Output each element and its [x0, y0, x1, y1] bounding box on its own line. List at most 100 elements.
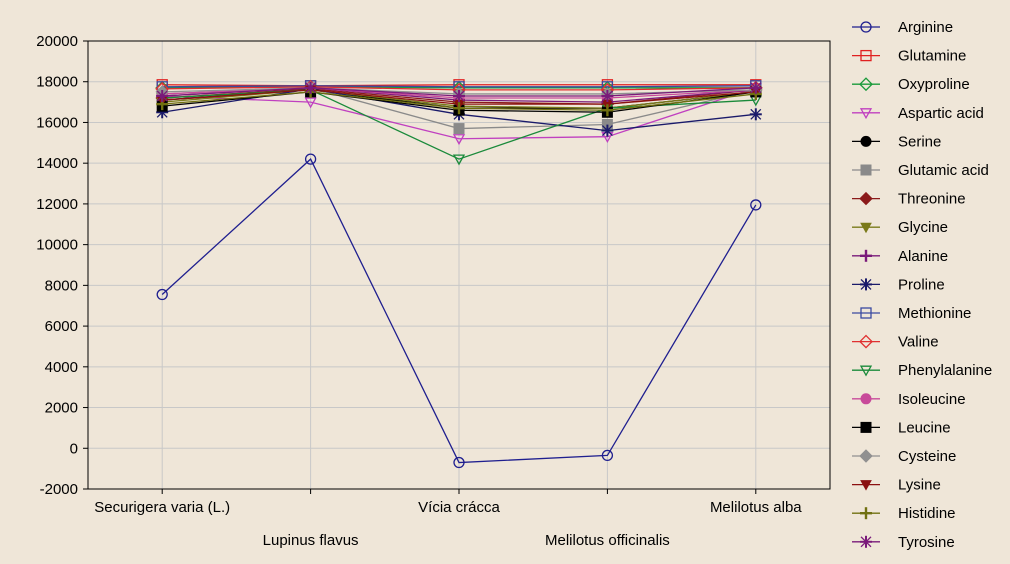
data-point: [453, 102, 465, 115]
y-tick-label: 18000: [36, 74, 78, 91]
data-point: [860, 421, 872, 433]
legend-label: Isoleucine: [898, 391, 966, 408]
data-point: [859, 191, 873, 206]
series-histidine: [156, 85, 762, 117]
legend-item: Leucine: [852, 419, 951, 436]
legend: Arginine Glutamine Oxyproline Aspartic acid…: [852, 19, 992, 551]
data-point: [860, 21, 872, 33]
legend-label: Methionine: [898, 305, 971, 322]
legend-label: Glycine: [898, 219, 948, 236]
legend-item: Valine: [852, 334, 939, 351]
series-group: [155, 79, 763, 469]
data-point: [860, 49, 872, 62]
data-point: [860, 393, 872, 405]
data-point: [304, 81, 317, 94]
legend-item: Arginine: [852, 19, 953, 36]
series-arginine: [156, 153, 762, 469]
legend-label: Proline: [898, 276, 945, 293]
legend-label: Oxyproline: [898, 76, 970, 93]
x-tick-label: Vícia crácca: [418, 499, 500, 516]
y-tick-label: 6000: [45, 318, 78, 335]
legend-item: Tyrosine: [852, 534, 955, 551]
data-point: [860, 249, 872, 262]
x-tick-label: Lupinus flavus: [263, 532, 359, 549]
legend-label: Phenylalanine: [898, 362, 992, 379]
legend-item: Aspartic acid: [852, 105, 984, 122]
legend-label: Tyrosine: [898, 534, 955, 551]
legend-item: Phenylalanine: [852, 362, 992, 379]
data-point: [859, 108, 873, 120]
legend-label: Threonine: [898, 191, 966, 208]
y-tick-label: 10000: [36, 237, 78, 254]
data-point: [860, 164, 872, 176]
y-tick-label: 2000: [45, 400, 78, 417]
legend-label: Leucine: [898, 419, 951, 436]
y-tick-label: 20000: [36, 33, 78, 50]
data-point: [859, 77, 873, 92]
data-point: [156, 89, 169, 102]
data-point: [860, 135, 872, 147]
legend-label: Alanine: [898, 248, 948, 265]
series-line: [162, 87, 757, 140]
data-point: [859, 365, 873, 377]
data-point: [601, 124, 614, 137]
legend-item: Lysine: [852, 477, 941, 494]
data-point: [860, 222, 872, 234]
data-point: [452, 154, 466, 166]
data-point: [452, 134, 466, 146]
legend-item: Isoleucine: [852, 391, 966, 408]
y-tick-label: 0: [70, 440, 78, 457]
legend-label: Cysteine: [898, 448, 956, 465]
legend-item: Glycine: [852, 219, 948, 236]
legend-label: Lysine: [898, 477, 941, 494]
legend-item: Histidine: [852, 505, 956, 522]
axes: 2000018000160001400012000100008000600040…: [36, 33, 802, 549]
data-point: [749, 108, 762, 121]
y-tick-label: 4000: [45, 359, 78, 376]
series-line: [161, 158, 757, 464]
data-point: [860, 507, 872, 520]
legend-label: Glutamine: [898, 48, 966, 65]
legend-label: Valine: [898, 334, 939, 351]
y-tick-label: -2000: [40, 481, 78, 498]
y-tick-label: 16000: [36, 114, 78, 131]
data-point: [601, 449, 614, 462]
data-point: [860, 278, 872, 291]
data-point: [453, 123, 465, 135]
legend-label: Serine: [898, 133, 941, 150]
legend-label: Glutamic acid: [898, 162, 989, 179]
data-point: [749, 81, 762, 94]
data-point: [601, 89, 614, 102]
legend-label: Histidine: [898, 505, 956, 522]
data-point: [453, 89, 465, 102]
legend-label: Arginine: [898, 19, 953, 36]
data-point: [859, 449, 873, 463]
y-tick-label: 8000: [45, 277, 78, 294]
legend-item: Cysteine: [852, 448, 956, 465]
data-point: [750, 199, 762, 211]
legend-item: Oxyproline: [852, 76, 970, 93]
data-point: [453, 456, 465, 469]
series-tyrosine: [156, 81, 762, 102]
data-point: [601, 104, 614, 117]
legend-item: Alanine: [852, 248, 948, 265]
legend-item: Threonine: [852, 191, 966, 208]
y-tick-label: 12000: [36, 196, 78, 213]
data-point: [860, 535, 872, 548]
legend-item: Glutamine: [852, 48, 966, 65]
x-tick-label: Securigera varia (L.): [94, 499, 230, 516]
data-point: [860, 480, 872, 491]
legend-item: Glutamic acid: [852, 162, 989, 179]
x-tick-label: Melilotus alba: [710, 499, 802, 516]
data-point: [156, 288, 168, 301]
legend-label: Aspartic acid: [898, 105, 984, 122]
legend-item: Serine: [852, 133, 941, 150]
legend-item: Proline: [852, 276, 945, 293]
x-tick-label: Melilotus officinalis: [545, 532, 670, 549]
legend-item: Methionine: [852, 305, 971, 322]
data-point: [860, 307, 872, 319]
series-line: [162, 85, 756, 88]
data-point: [859, 334, 873, 349]
